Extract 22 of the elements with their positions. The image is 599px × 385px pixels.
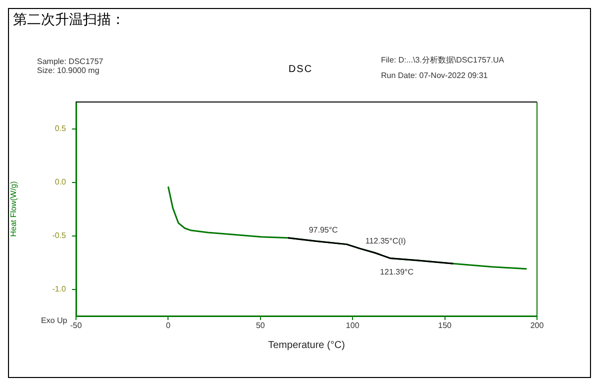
x-axis-title: Temperature (°C) [268,340,345,351]
x-tick-label: 0 [166,321,171,330]
x-tick-label: 50 [256,321,266,330]
text: Exo Up [41,316,68,325]
annotation: 97.95°C [308,226,338,235]
y-axis-title: Heat Flow(W/g) [9,180,18,237]
x-tick-label: -50 [70,321,82,330]
y-tick-label: -0.5 [52,230,67,240]
x-tick-label: 150 [438,321,452,330]
annotation: 112.35°C(I) [365,236,406,246]
annotation: 121.39°C [380,267,414,276]
text: File: D:...\3.分析数据\DSC1757.UA [381,56,504,66]
x-tick-label: 200 [530,321,544,330]
y-tick-label: 0.5 [54,124,67,133]
chart-title: DSC [288,64,313,75]
y-tick-label: -1.0 [52,284,67,294]
x-tick-label: 100 [346,321,360,330]
text: Sample: DSC1757 [37,57,104,66]
y-tick-label: 0.0 [54,177,67,186]
chart-subtitle: 第二次升温扫描： [13,11,125,29]
text: Run Date: 07-Nov-2022 09:31 [381,71,488,80]
text: Size: 10.9000 mg [37,66,100,75]
